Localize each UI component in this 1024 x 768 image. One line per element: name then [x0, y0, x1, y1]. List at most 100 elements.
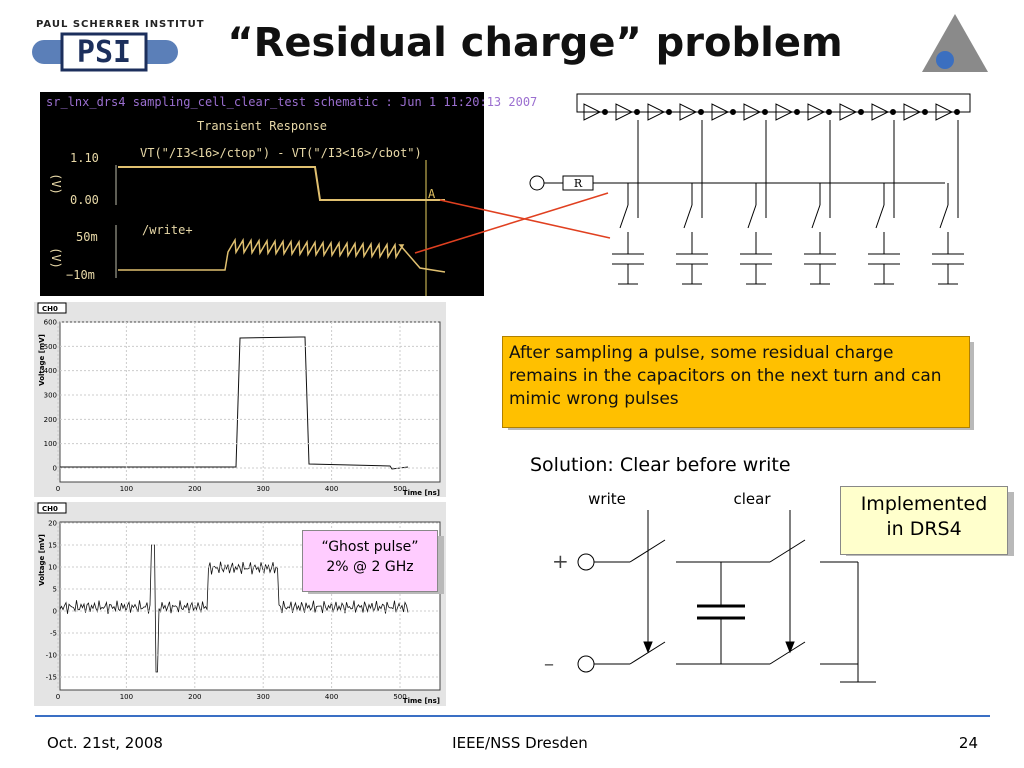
- y-tick-label: 100: [44, 440, 57, 448]
- waveform: [59, 544, 409, 673]
- chain-loop: [576, 93, 971, 113]
- minus: –: [544, 651, 554, 675]
- sim-ytick: 1.10: [70, 151, 99, 165]
- clear-label: clear: [733, 490, 771, 508]
- dot: [794, 109, 800, 115]
- dot: [666, 109, 672, 115]
- buffer: [615, 103, 634, 121]
- sim-ytick: −10m: [66, 268, 95, 282]
- switch: [939, 204, 949, 229]
- y-tick-label: 600: [44, 319, 57, 327]
- dot: [698, 109, 704, 115]
- y-tick-label: -10: [46, 652, 57, 660]
- sim-wave: [118, 237, 446, 273]
- x-tick-label: 100: [120, 693, 133, 701]
- callout: After sampling a pulse, some residual ch…: [502, 336, 970, 428]
- sim-marker: A: [428, 187, 436, 201]
- y-tick-label: 20: [48, 520, 57, 528]
- solution: Solution: Clear before write: [530, 454, 791, 476]
- buffer: [583, 103, 602, 121]
- switch-circuit: [577, 510, 876, 683]
- x-label: Time [ns]: [403, 489, 440, 497]
- write-label: write: [588, 490, 626, 508]
- waveform: [60, 336, 409, 470]
- arrow: [439, 199, 611, 239]
- logo-box: [60, 32, 148, 72]
- node: [577, 553, 595, 571]
- right-logo: [922, 14, 988, 72]
- switch: [619, 204, 629, 229]
- tag: CH0: [42, 305, 58, 313]
- y-tick-label: 200: [44, 416, 57, 424]
- footer-venue: IEEE/NSS Dresden: [452, 734, 588, 752]
- switch: [875, 204, 885, 229]
- sim-caption: sr_lnx_drs4 sampling_cell_clear_test sch…: [46, 95, 537, 109]
- sim-unit: (V): [49, 173, 63, 195]
- resistor-label: R: [574, 177, 583, 190]
- sim-ytick: 50m: [76, 230, 98, 244]
- sim-ytick: 0.00: [70, 193, 99, 207]
- buffer: [903, 103, 922, 121]
- x-tick-label: 100: [120, 485, 133, 493]
- switch: [747, 204, 757, 229]
- schematic: [529, 93, 971, 285]
- y-tick-label: 10: [48, 564, 57, 572]
- institute: PAUL SCHERRER INSTITUT: [36, 19, 205, 30]
- sim-wave: [118, 166, 445, 201]
- x-tick-label: 300: [257, 693, 270, 701]
- scope1: CH0 Voltage [mV] Time [ns] 0 100 200 300 400…: [34, 302, 446, 497]
- y-tick-label: 0: [53, 608, 57, 616]
- dot: [922, 109, 928, 115]
- x-tick-label: 400: [325, 693, 338, 701]
- buffer: [711, 103, 730, 121]
- footer-date: Oct. 21st, 2008: [47, 734, 163, 752]
- buffer: [935, 103, 954, 121]
- y-tick-label: 15: [48, 542, 57, 550]
- y-tick-label: -5: [50, 630, 57, 638]
- buffer: [871, 103, 890, 121]
- dot: [602, 109, 608, 115]
- ghost-line: 2% @ 2 GHz: [326, 559, 414, 575]
- tag: CH0: [42, 505, 58, 513]
- sim-trace2: /write+: [142, 223, 193, 237]
- y-label: Voltage [mV]: [38, 334, 46, 386]
- footer-page: 24: [959, 734, 978, 752]
- dot: [762, 109, 768, 115]
- right-logo-dot: [936, 51, 954, 69]
- impl-line: in DRS4: [886, 518, 962, 540]
- dot: [826, 109, 832, 115]
- y-tick-label: 300: [44, 392, 57, 400]
- sim-title: Transient Response: [197, 119, 327, 133]
- switch: [811, 204, 821, 229]
- sim-panel: sr_lnx_drs4 sampling_cell_clear_test sch…: [40, 92, 537, 296]
- y-tick-label: 0: [53, 465, 57, 473]
- dot: [954, 109, 960, 115]
- switch: [683, 204, 693, 229]
- buffer: [647, 103, 666, 121]
- buffer: [775, 103, 794, 121]
- arrow: [414, 192, 609, 254]
- sim-trace1: VT("/I3<16>/ctop") - VT("/I3<16>/cbot"): [140, 146, 422, 160]
- ghost-line: “Ghost pulse”: [321, 539, 419, 555]
- tag-box: [37, 302, 67, 314]
- impl-line: Implemented: [860, 493, 988, 515]
- tag-box: [37, 502, 67, 514]
- y-label: Voltage [mV]: [38, 534, 46, 586]
- x-tick-label: 400: [325, 485, 338, 493]
- buffer: [743, 103, 762, 121]
- dot: [858, 109, 864, 115]
- y-tick-label: -15: [46, 674, 57, 682]
- dot: [634, 109, 640, 115]
- input-node: [529, 175, 545, 191]
- y-tick-label: 400: [44, 367, 57, 375]
- x-tick-label: 0: [56, 693, 60, 701]
- buffer: [807, 103, 826, 121]
- y-tick-label: 5: [53, 586, 57, 594]
- impl-box: Implemented in DRS4: [840, 486, 1008, 555]
- dot: [730, 109, 736, 115]
- x-tick-label: 200: [188, 693, 201, 701]
- node: [577, 655, 595, 673]
- dot: [890, 109, 896, 115]
